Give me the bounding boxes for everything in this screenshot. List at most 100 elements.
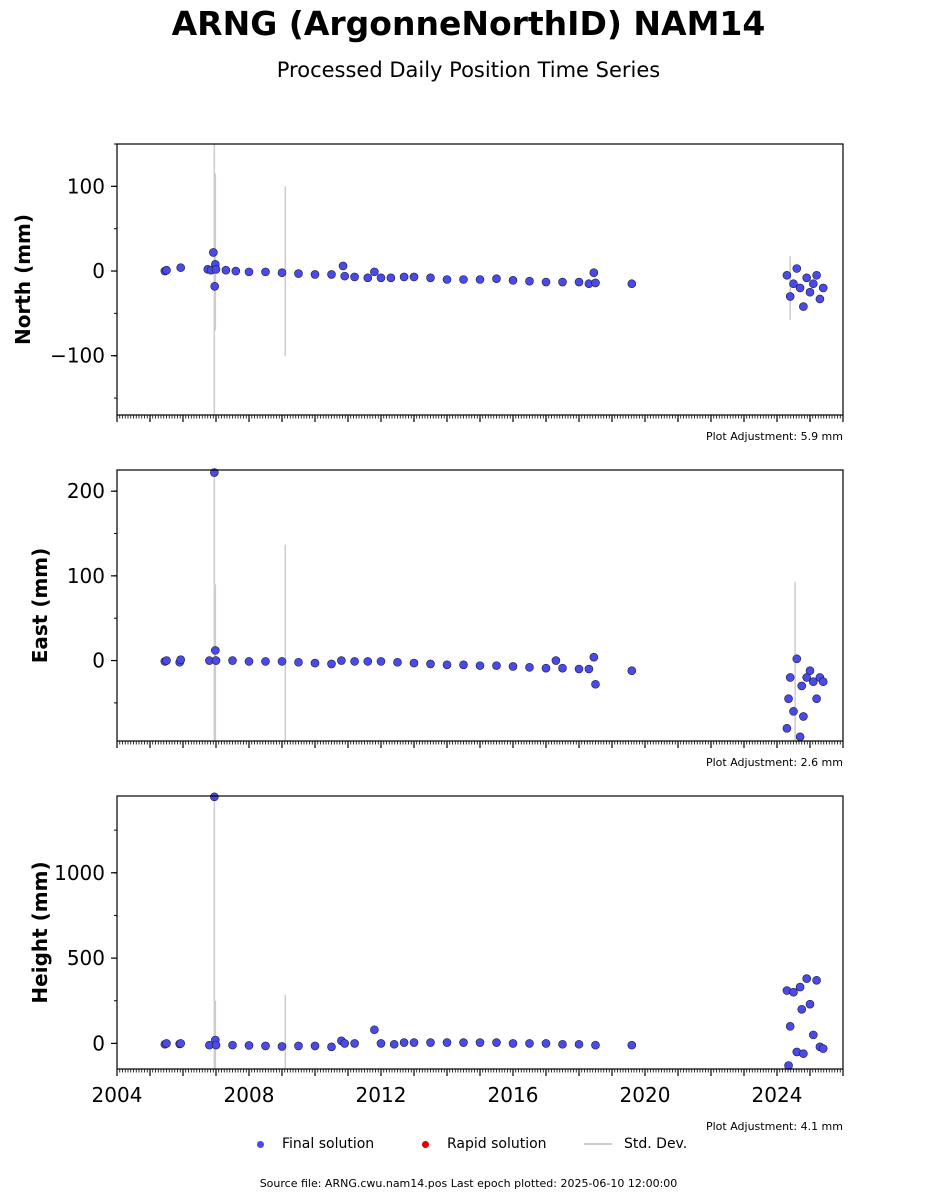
final-solution-point — [409, 272, 419, 282]
final-solution-point — [475, 1038, 485, 1047]
final-solution-point — [228, 1040, 237, 1050]
final-solution-point — [627, 1040, 637, 1050]
legend-item-final: Final solution — [257, 1136, 374, 1152]
final-solution-point — [805, 666, 815, 676]
y-tick-label: 100 — [67, 174, 105, 198]
final-solution-point — [574, 1039, 584, 1049]
final-solution-point — [784, 1061, 793, 1070]
final-solution-point — [294, 269, 303, 278]
final-solution-point — [350, 657, 359, 666]
final-solution-point — [785, 1022, 795, 1031]
final-solution-point — [799, 712, 808, 721]
plot-adjustment-note: Plot Adjustment: 5.9 mm — [706, 430, 843, 443]
final-solution-point — [340, 271, 350, 281]
final-solution-point — [211, 1040, 221, 1050]
final-solution-point — [508, 662, 518, 671]
final-solution-point — [261, 267, 270, 277]
legend-label-std: Std. Dev. — [624, 1136, 688, 1152]
final-solution-point — [310, 1041, 320, 1051]
std-dev-line-icon — [584, 1143, 612, 1145]
final-solution-point — [162, 1039, 171, 1048]
final-solution-point — [591, 1040, 600, 1050]
final-solution-point — [475, 275, 485, 284]
legend: Final solution Rapid solution Std. Dev. — [0, 1136, 937, 1158]
final-solution-point — [337, 656, 346, 665]
final-solution-point — [475, 661, 485, 670]
final-solution-point — [808, 279, 818, 289]
final-solution-point — [277, 657, 287, 666]
x-tick-label: 2020 — [620, 1083, 671, 1107]
final-solution-point — [459, 660, 468, 670]
final-solution-point — [785, 673, 795, 682]
final-solution-point — [627, 279, 637, 289]
final-solution-point — [399, 272, 409, 282]
final-solution-point — [795, 732, 805, 742]
y-tick-label: 0 — [92, 649, 105, 673]
y-tick-label: −100 — [50, 344, 105, 368]
final-solution-point — [176, 1039, 185, 1048]
final-solution-point — [221, 265, 231, 275]
final-solution-point — [386, 273, 396, 283]
final-solution-point — [310, 270, 320, 279]
final-solution-point — [492, 661, 501, 670]
final-solution-point — [426, 659, 435, 669]
final-solution-point — [558, 1039, 567, 1049]
final-solution-point — [551, 656, 561, 665]
y-tick-label: 100 — [67, 564, 105, 588]
final-solution-point — [350, 1039, 359, 1048]
final-solution-point — [818, 1044, 828, 1053]
legend-item-rapid: Rapid solution — [422, 1136, 547, 1152]
final-solution-point — [818, 283, 828, 293]
final-solution-point — [589, 652, 599, 662]
x-tick-label: 2016 — [488, 1083, 539, 1107]
final-solution-point — [426, 1038, 435, 1047]
final-solution-point — [541, 1039, 551, 1048]
final-solution-point — [627, 666, 637, 676]
final-solution-point — [426, 273, 435, 283]
x-tick-label: 2004 — [92, 1083, 143, 1107]
final-solution-point — [525, 1039, 534, 1048]
final-solution-point — [294, 1041, 303, 1051]
y-tick-label: 500 — [67, 946, 105, 970]
final-solution-point — [363, 657, 373, 666]
final-solution-point — [799, 1049, 808, 1058]
x-tick-label: 2008 — [224, 1083, 275, 1107]
final-solution-point — [338, 261, 348, 271]
final-solution-point — [508, 276, 518, 285]
final-solution-point — [442, 275, 452, 284]
final-solution-point — [802, 273, 812, 283]
final-solution-point — [389, 1039, 399, 1049]
final-solution-point — [231, 266, 241, 276]
final-solution-point — [782, 270, 792, 280]
final-solution-point — [541, 663, 551, 673]
final-solution-point — [808, 677, 818, 687]
final-solution-point — [525, 663, 534, 672]
final-solution-point — [228, 656, 237, 665]
final-solution-point — [574, 277, 584, 287]
final-solution-point — [176, 655, 185, 665]
final-solution-point — [784, 694, 793, 703]
source-caption: Source file: ARNG.cwu.nam14.pos Last epo… — [259, 1177, 678, 1190]
final-solution-point — [442, 660, 452, 670]
final-solution-point — [525, 276, 534, 286]
y-axis-label: North (mm) — [11, 214, 35, 345]
panel-frame — [116, 795, 844, 1070]
final-solution-point — [812, 694, 821, 703]
final-solution-point — [409, 1038, 419, 1047]
final-solution-point — [808, 1030, 818, 1040]
final-solution-point — [812, 270, 821, 280]
final-solution-point — [442, 1038, 452, 1047]
final-solution-point — [261, 1041, 270, 1051]
final-solution-point — [370, 1025, 379, 1035]
final-solution-point — [797, 681, 807, 691]
final-solution-point — [244, 657, 254, 666]
final-solution-point — [211, 265, 221, 274]
final-solution-point — [782, 723, 792, 733]
final-solution-point — [327, 1042, 336, 1052]
y-axis-label: East (mm) — [28, 548, 52, 664]
y-tick-label: 1000 — [54, 861, 105, 885]
final-solution-point — [492, 274, 501, 283]
y-axis-label: Height (mm) — [28, 861, 52, 1003]
final-solution-point — [805, 999, 815, 1009]
